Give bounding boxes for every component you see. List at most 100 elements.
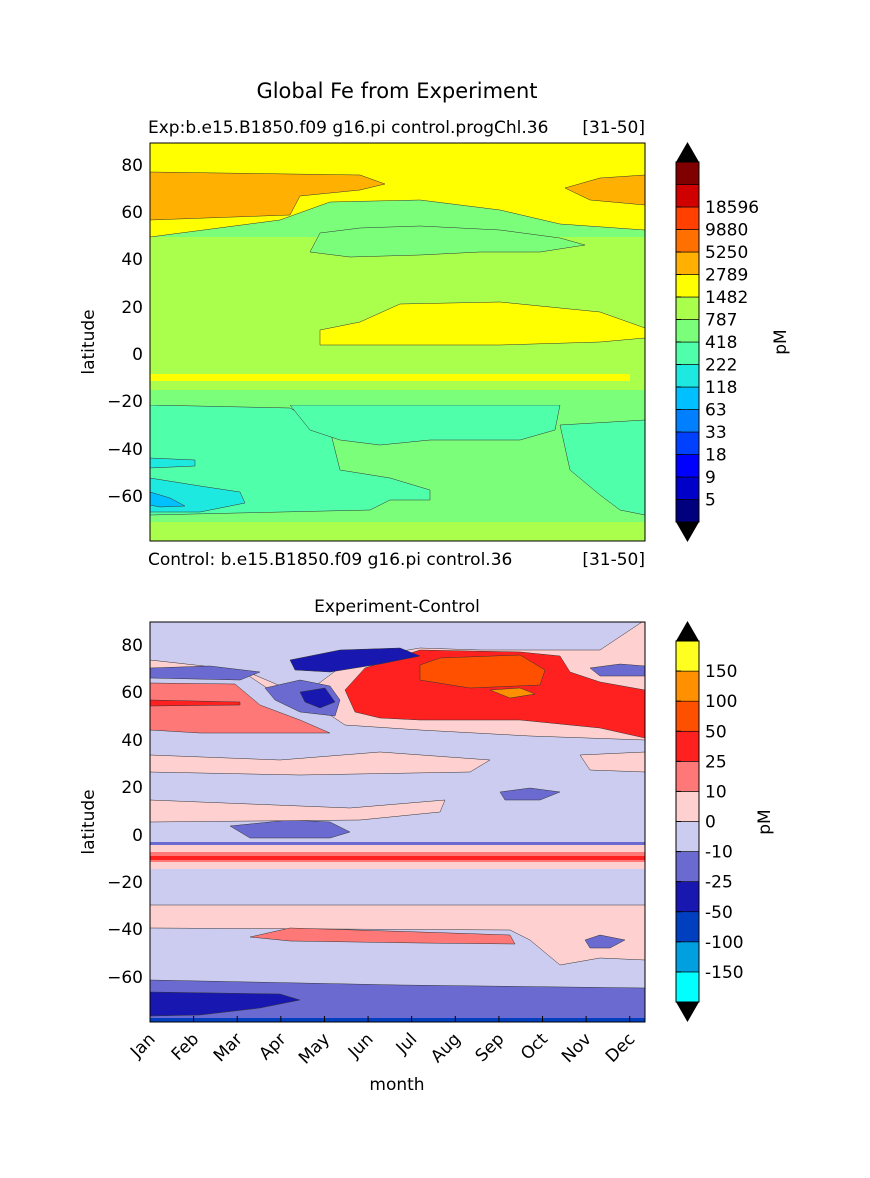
panel1-colorbar-tick-label: 118 bbox=[705, 378, 737, 398]
panel1-region-lowfe-2 bbox=[150, 457, 196, 469]
panel2-ytick-label: 0 bbox=[132, 826, 143, 846]
panel1-ytick-label: 0 bbox=[132, 345, 143, 365]
panel2-colorbar-tick-label: 25 bbox=[705, 752, 727, 772]
panel2-colorbar-swatch bbox=[675, 730, 700, 762]
panel1-ytick-label: 20 bbox=[121, 298, 143, 318]
panel2-ytick-label: 80 bbox=[121, 636, 143, 656]
panel2-colorbar-tick-label: 100 bbox=[705, 692, 737, 712]
panel1-colorbar-swatch bbox=[675, 319, 700, 343]
panel1-band bbox=[150, 522, 645, 541]
panel2-ytick-label: 20 bbox=[121, 778, 143, 798]
panel1-colorbar-swatch bbox=[675, 274, 700, 298]
panel2-colorbar-swatch bbox=[675, 941, 700, 973]
control-title-left: Control: b.e15.B1850.f09 g16.pi control.… bbox=[148, 550, 512, 570]
panel1-colorbar-tick-label: 5 bbox=[705, 491, 716, 511]
panel1-colorbar-swatch bbox=[675, 229, 700, 253]
panel1-colorbar-swatch bbox=[675, 476, 700, 500]
panel1-band bbox=[150, 390, 645, 405]
panel2-colorbar-swatch bbox=[675, 881, 700, 913]
panel1-band bbox=[150, 374, 630, 381]
panel1-ytick-label: −40 bbox=[107, 440, 143, 460]
panel1-colorbar-swatch bbox=[675, 184, 700, 208]
panel1-colorbar-label: pM bbox=[771, 329, 791, 354]
panel1-ylabel: latitude bbox=[79, 309, 99, 374]
panel1-colorbar-swatch bbox=[675, 409, 700, 433]
control-title-right: [31-50] bbox=[582, 550, 645, 570]
panel1-colorbar-tick-label: 18596 bbox=[705, 198, 759, 218]
panel2-colorbar-tick-label: -25 bbox=[705, 873, 733, 893]
panel2-ytick-label: 60 bbox=[121, 683, 143, 703]
panel1-colorbar-swatch bbox=[675, 454, 700, 478]
panel2-xtick-label: Sep bbox=[472, 1029, 509, 1066]
panel2-xtick-label: Jan bbox=[126, 1029, 159, 1062]
panel2-region-mid-pos3 bbox=[579, 751, 645, 773]
panel2-colorbar-tick-label: 10 bbox=[705, 782, 727, 802]
panel2-colorbar-tick-label: -100 bbox=[705, 933, 744, 953]
panel1-colorbar-swatch bbox=[675, 431, 700, 455]
panel1-plot-area bbox=[150, 143, 645, 541]
panel2-region-north-neg4 bbox=[150, 665, 261, 681]
panel2-xtick-label: Jun bbox=[344, 1029, 378, 1063]
panel1-region-southern-east bbox=[559, 419, 645, 516]
panel1-colorbar-extend-min bbox=[676, 522, 699, 542]
panel2-region-north-peak2 bbox=[489, 687, 536, 699]
panel2-xtick-label: Aug bbox=[427, 1029, 465, 1067]
panel2-xtick-label: Oct bbox=[517, 1029, 552, 1064]
panel1-title-right: [31-50] bbox=[582, 118, 645, 138]
panel2-xtick-label: Mar bbox=[210, 1029, 247, 1066]
panel1-colorbar-swatch bbox=[675, 386, 700, 410]
panel2-region-south-blue bbox=[584, 934, 626, 949]
panel2-region-north-neg3 bbox=[289, 647, 421, 673]
panel2-region-south-pos-red bbox=[249, 927, 516, 945]
panel2-ytick-label: −20 bbox=[107, 873, 143, 893]
panel1-colorbar-tick-label: 1482 bbox=[705, 288, 748, 308]
panel2-xtick-label: Apr bbox=[255, 1029, 290, 1064]
panel2-band bbox=[150, 856, 645, 860]
panel1-region-north-orange-east bbox=[564, 174, 645, 206]
panel2-colorbar-swatch bbox=[675, 971, 700, 1003]
panel2-ytick-label: −40 bbox=[107, 920, 143, 940]
panel1-colorbar-tick-label: 418 bbox=[705, 333, 737, 353]
panel1-region-tropical bbox=[319, 301, 645, 346]
panel2-region-north-pos-red2 bbox=[150, 699, 241, 707]
panel2-colorbar-tick-label: 0 bbox=[705, 813, 716, 833]
panel2-yaxis: 80 60 40 20 0 −20 −40 −60 bbox=[107, 636, 143, 988]
panel2-region-south-pos bbox=[150, 904, 645, 966]
panel1-colorbar-tick-label: 2789 bbox=[705, 266, 748, 286]
panel1-colorbar-tick-label: 63 bbox=[705, 401, 727, 421]
panel2-colorbar-swatch bbox=[675, 821, 700, 852]
panel2-colorbar-tick-label: 50 bbox=[705, 722, 727, 742]
panel2-ytick-label: 40 bbox=[121, 731, 143, 751]
panel2-colorbar-swatch bbox=[675, 911, 700, 943]
panel1-ytick-label: 80 bbox=[121, 156, 143, 176]
panel2-region-north-neg2 bbox=[299, 687, 336, 709]
panel2-colorbar-swatch bbox=[675, 761, 700, 792]
panel2-region-south-neg bbox=[150, 979, 645, 1022]
panel2-frame bbox=[149, 621, 646, 1023]
panel1-colorbar-swatch bbox=[675, 499, 700, 523]
panel1-colorbar-tick-label: 33 bbox=[705, 423, 727, 443]
panel2-colorbar-extend-max bbox=[676, 621, 699, 641]
panel2-region-north-pos-red bbox=[150, 682, 331, 734]
panel2-title: Experiment-Control bbox=[314, 597, 480, 617]
panel2-ytick-label: −60 bbox=[107, 968, 143, 988]
panel1-colorbar-tick-label: 5250 bbox=[705, 243, 748, 263]
panel1-yaxis: 80 60 40 20 0 −20 −40 −60 bbox=[107, 156, 143, 507]
panel2-colorbar-swatch bbox=[675, 670, 700, 702]
panel1-title-left: Exp:b.e15.B1850.f09 g16.pi control.progC… bbox=[148, 118, 548, 138]
panel2-xtick-label: Feb bbox=[168, 1029, 203, 1064]
panel2-colorbar-tick-label: 150 bbox=[705, 662, 737, 682]
panel2-band bbox=[150, 1018, 645, 1022]
panel1-colorbar-tick-label: 222 bbox=[705, 356, 737, 376]
panel1-ytick-label: 40 bbox=[121, 250, 143, 270]
panel2-region-north-neg5 bbox=[589, 663, 645, 677]
panel2-colorbar-swatch bbox=[675, 640, 700, 672]
panel1-region-lowfe-3 bbox=[150, 491, 186, 508]
panel2-region-north-peak bbox=[419, 654, 546, 689]
panel1-colorbar-tick-label: 18 bbox=[705, 446, 727, 466]
panel2-colorbar-swatch bbox=[675, 851, 700, 882]
figure-title: Global Fe from Experiment bbox=[256, 79, 537, 103]
